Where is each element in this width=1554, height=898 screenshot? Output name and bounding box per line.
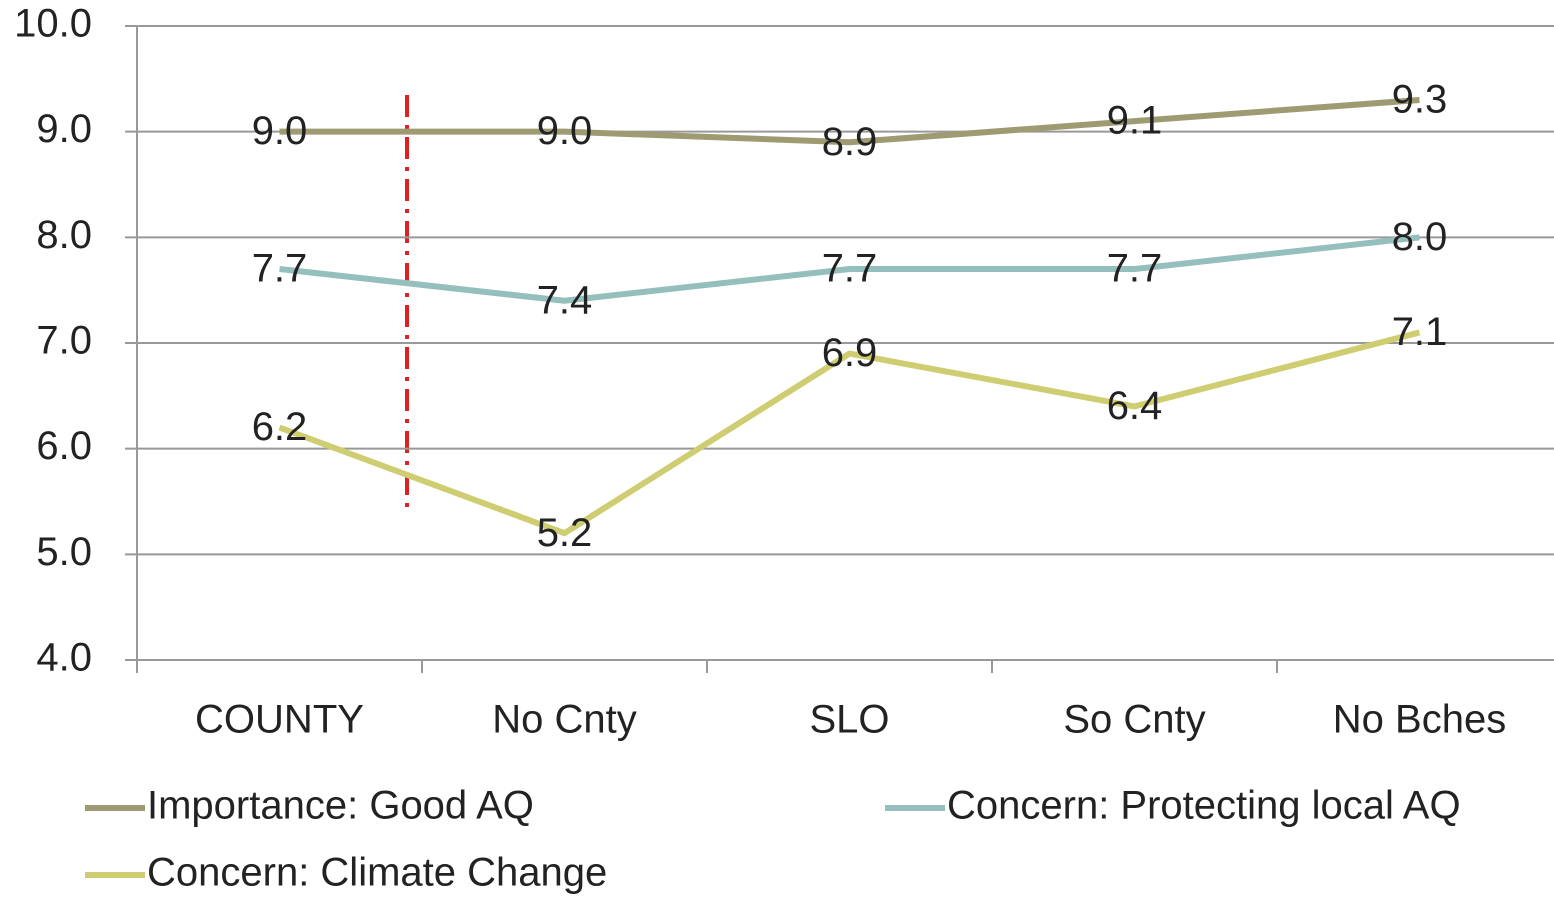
y-tick-label: 5.0 [36, 530, 92, 574]
data-label: 7.1 [1392, 310, 1448, 354]
data-label: 9.0 [537, 109, 593, 153]
data-label: 9.1 [1107, 99, 1163, 143]
legend-label: Concern: Climate Change [147, 851, 607, 895]
x-tick-label: No Bches [1333, 698, 1506, 742]
data-label: 7.4 [537, 278, 593, 322]
y-tick-label: 4.0 [36, 636, 92, 680]
series-line [279, 234, 1420, 304]
y-tick-label: 7.0 [36, 319, 92, 363]
data-label: 6.9 [822, 331, 878, 375]
x-tick-label: SLO [809, 698, 889, 742]
data-label: 5.2 [537, 511, 593, 555]
x-tick-label: COUNTY [195, 698, 364, 742]
y-tick-label: 8.0 [36, 213, 92, 257]
series-line [278, 329, 1421, 537]
x-tick-label: No Cnty [492, 698, 637, 742]
data-label: 6.2 [252, 405, 308, 449]
y-tick-label: 10.0 [14, 2, 92, 46]
data-label: 6.4 [1107, 384, 1163, 428]
data-label: 8.0 [1392, 215, 1448, 259]
data-label: 9.0 [252, 109, 308, 153]
legend-label: Concern: Protecting local AQ [947, 784, 1461, 828]
data-label: 7.7 [252, 247, 308, 291]
data-label: 8.9 [822, 120, 878, 164]
y-tick-label: 9.0 [36, 107, 92, 151]
legend-label: Importance: Good AQ [147, 784, 534, 828]
x-tick-label: So Cnty [1063, 698, 1205, 742]
data-label: 9.3 [1392, 78, 1448, 122]
series-line [279, 96, 1420, 146]
data-label: 7.7 [1107, 247, 1163, 291]
y-tick-label: 6.0 [36, 424, 92, 468]
data-label: 7.7 [822, 247, 878, 291]
